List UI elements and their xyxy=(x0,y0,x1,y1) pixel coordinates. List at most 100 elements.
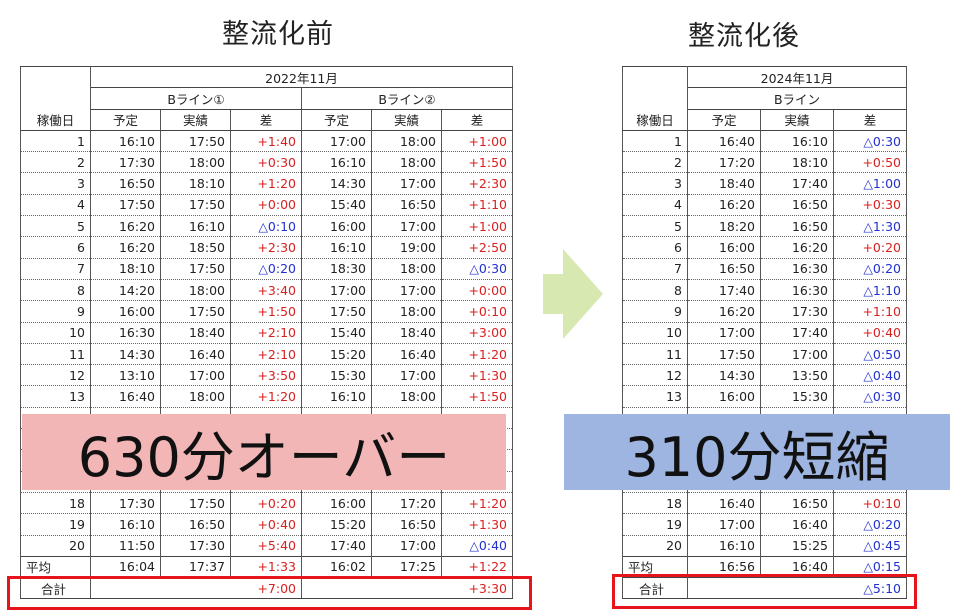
diff-cell: +1:40 xyxy=(230,130,302,153)
time-cell: 18:00 xyxy=(160,279,231,302)
table-row: 9 16:00 17:50 +1:50 17:50 18:00 +0:10 xyxy=(20,300,513,323)
arrow-shaft xyxy=(543,274,563,314)
time-cell: 17:00 xyxy=(760,343,834,366)
before-month-row: 2022年11月 xyxy=(20,65,513,110)
time-cell: 18:40 xyxy=(160,322,231,344)
diff-cell: +0:40 xyxy=(833,322,907,344)
diff-cell: △0:45 xyxy=(833,535,907,557)
time-cell: 16:40 xyxy=(371,343,442,366)
diff-cell: +3:40 xyxy=(230,279,302,302)
day-cell: 1 xyxy=(20,130,91,153)
day-cell: 11 xyxy=(20,343,91,366)
diff-cell: +1:00 xyxy=(441,130,513,153)
day-cell: 19 xyxy=(20,513,91,536)
before-title: 整流化前 xyxy=(222,19,334,50)
time-cell: 16:50 xyxy=(371,513,442,536)
table-row: 10 16:30 18:40 +2:10 15:40 18:40 +3:00 xyxy=(20,322,513,344)
before-line-row: Bライン① Bライン② xyxy=(21,87,513,110)
total-line1: +7:00 xyxy=(90,577,302,600)
after-line-row: Bライン xyxy=(623,87,907,110)
time-cell: 17:40 xyxy=(760,322,834,344)
day-cell: 10 xyxy=(20,322,91,344)
line-label: Bライン xyxy=(687,87,907,110)
table-row: 13 16:00 15:30 △0:30 xyxy=(622,385,907,408)
time-cell: 17:20 xyxy=(371,492,442,515)
time-cell: 16:10 xyxy=(301,236,372,259)
time-cell: 17:00 xyxy=(371,364,442,387)
table-row: 18 17:30 17:50 +0:20 16:00 17:20 +1:20 xyxy=(20,492,513,515)
time-cell: 18:00 xyxy=(371,258,442,280)
day-cell: 18 xyxy=(622,492,688,515)
diff-cell: △1:00 xyxy=(833,172,907,195)
after-title: 整流化後 xyxy=(688,21,800,52)
diff-cell: +1:50 xyxy=(441,151,513,174)
diff-cell: +2:10 xyxy=(230,343,302,366)
time-cell: 18:40 xyxy=(687,172,761,195)
day-cell: 1 xyxy=(622,130,688,153)
time-cell: 16:40 xyxy=(160,343,231,366)
table-row: 19 16:10 16:50 +0:40 15:20 16:50 +1:30 xyxy=(20,513,513,536)
table-row: 2 17:30 18:00 +0:30 16:10 18:00 +1:50 xyxy=(20,151,513,174)
time-cell: 14:20 xyxy=(90,279,161,302)
average-cell: 17:37 xyxy=(160,555,231,579)
day-header: 稼働日 xyxy=(20,109,91,131)
time-cell: 17:50 xyxy=(160,194,231,217)
plan-header: 予定 xyxy=(90,109,161,131)
diff-cell: △0:20 xyxy=(230,258,302,280)
diff-cell: +0:20 xyxy=(833,236,907,259)
time-cell: 16:50 xyxy=(760,215,834,238)
diff-header: 差 xyxy=(833,109,907,131)
time-cell: 14:30 xyxy=(301,172,372,195)
table-row: 1 16:10 17:50 +1:40 17:00 18:00 +1:00 xyxy=(20,130,513,153)
table-row: 1 16:40 16:10 △0:30 xyxy=(622,130,907,153)
diff-header: 差 xyxy=(441,109,513,131)
time-cell: 17:50 xyxy=(160,492,231,515)
diff-cell: △0:10 xyxy=(230,215,302,238)
day-cell: 2 xyxy=(20,151,91,174)
day-header: 稼働日 xyxy=(622,109,688,131)
average-label: 平均 xyxy=(20,555,91,579)
diff-cell: △0:30 xyxy=(441,258,513,280)
time-cell: 15:40 xyxy=(301,194,372,217)
before-table: 2022年11月 Bライン① Bライン② 稼働日 予定 実績 差 予定 実績 差… xyxy=(20,65,513,600)
time-cell: 16:00 xyxy=(301,492,372,515)
table-row: 12 13:10 17:00 +3:50 15:30 17:00 +1:30 xyxy=(20,364,513,387)
day-cell: 8 xyxy=(20,279,91,302)
day-cell: 13 xyxy=(20,385,91,408)
time-cell: 16:10 xyxy=(760,130,834,153)
time-cell: 16:50 xyxy=(760,492,834,515)
table-row: 13 16:40 18:00 +1:20 16:10 18:00 +1:50 xyxy=(20,385,513,408)
day-cell: 11 xyxy=(622,343,688,366)
time-cell: 17:00 xyxy=(301,130,372,153)
diff-cell: +1:10 xyxy=(833,300,907,323)
diff-cell: +0:00 xyxy=(230,194,302,217)
time-cell: 16:30 xyxy=(760,279,834,302)
right-arrow-icon xyxy=(563,249,603,339)
time-cell: 17:00 xyxy=(371,215,442,238)
time-cell: 16:30 xyxy=(90,322,161,344)
table-row: 8 14:20 18:00 +3:40 17:00 17:00 +0:00 xyxy=(20,279,513,302)
time-cell: 16:00 xyxy=(301,215,372,238)
time-cell: 13:50 xyxy=(760,364,834,387)
time-cell: 18:30 xyxy=(301,258,372,280)
table-row: 12 14:30 13:50 △0:40 xyxy=(622,364,907,387)
time-cell: 16:20 xyxy=(90,215,161,238)
diff-cell: +1:30 xyxy=(441,364,513,387)
time-cell: 15:25 xyxy=(760,535,834,557)
blank-cell xyxy=(20,66,91,110)
time-cell: 17:00 xyxy=(371,279,442,302)
time-cell: 17:00 xyxy=(371,535,442,557)
time-cell: 11:50 xyxy=(90,535,161,557)
diff-cell: +1:50 xyxy=(441,385,513,408)
day-cell: 10 xyxy=(622,322,688,344)
time-cell: 16:00 xyxy=(90,300,161,323)
table-row: 20 16:10 15:25 △0:45 xyxy=(622,535,907,557)
diff-cell: △0:40 xyxy=(441,535,513,557)
time-cell: 17:40 xyxy=(687,279,761,302)
time-cell: 17:50 xyxy=(90,194,161,217)
diff-cell: △1:10 xyxy=(833,279,907,302)
time-cell: 17:40 xyxy=(301,535,372,557)
time-cell: 16:10 xyxy=(687,535,761,557)
diff-cell: +1:10 xyxy=(441,194,513,217)
time-cell: 17:40 xyxy=(760,172,834,195)
